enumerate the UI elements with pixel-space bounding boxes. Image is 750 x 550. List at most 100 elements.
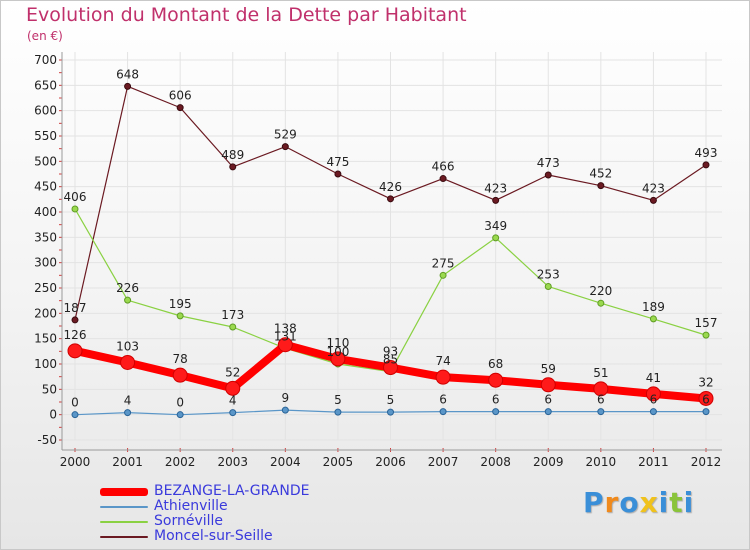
- data-point-bezange: [593, 381, 609, 397]
- data-label-moncel: 493: [695, 146, 718, 160]
- legend-swatch-moncel: [100, 536, 148, 538]
- x-tick-label: 2006: [375, 455, 406, 469]
- data-point-athienville: [334, 408, 342, 416]
- data-label-bezange: 103: [116, 339, 139, 353]
- x-tick-label: 2012: [691, 455, 722, 469]
- data-point-sorneville: [229, 323, 237, 331]
- data-point-bezange: [67, 343, 83, 359]
- y-tick-label: 350: [34, 230, 57, 244]
- legend-swatch-athienville: [100, 506, 148, 508]
- data-point-moncel: [176, 104, 184, 112]
- data-label-sorneville: 349: [484, 219, 507, 233]
- data-label-athienville: 9: [282, 391, 290, 405]
- y-tick-label: 50: [42, 382, 57, 396]
- data-label-athienville: 6: [650, 393, 658, 407]
- data-label-athienville: 6: [544, 393, 552, 407]
- proxiti-logo: Proxiti: [583, 486, 694, 519]
- data-label-moncel: 452: [589, 167, 612, 181]
- x-tick-label: 2011: [638, 455, 669, 469]
- data-label-sorneville: 189: [642, 300, 665, 314]
- data-label-athienville: 5: [334, 393, 342, 407]
- logo-letter: o: [619, 486, 640, 519]
- data-point-sorneville: [124, 296, 132, 304]
- y-tick-label: -50: [37, 433, 57, 447]
- data-point-moncel: [387, 195, 394, 203]
- y-tick-label: 0: [49, 408, 57, 422]
- data-label-bezange: 110: [326, 336, 349, 350]
- data-label-athienville: 6: [492, 393, 500, 407]
- data-point-moncel: [439, 175, 447, 183]
- data-label-bezange: 74: [435, 354, 450, 368]
- data-label-bezange: 78: [173, 352, 188, 366]
- data-point-moncel: [124, 82, 132, 90]
- data-label-bezange: 51: [593, 366, 608, 380]
- data-point-bezange: [540, 377, 556, 393]
- data-point-bezange: [330, 351, 346, 367]
- data-label-bezange: 126: [64, 328, 87, 342]
- data-label-sorneville: 195: [169, 297, 192, 311]
- data-point-sorneville: [71, 205, 79, 213]
- data-label-sorneville: 226: [116, 281, 139, 295]
- y-tick-label: 400: [34, 205, 57, 219]
- data-point-sorneville: [492, 234, 500, 242]
- data-point-athienville: [281, 406, 289, 414]
- data-label-athienville: 5: [387, 393, 395, 407]
- data-labels-layer: 1876486064895294754264664234734524234934…: [64, 67, 718, 409]
- data-point-moncel: [597, 182, 605, 190]
- data-label-athienville: 0: [176, 396, 184, 410]
- data-point-athienville: [229, 409, 237, 417]
- data-point-bezange: [120, 354, 136, 370]
- legend-label-sorneville: Sornéville: [154, 513, 224, 529]
- legend-label-moncel: Moncel-sur-Seille: [154, 528, 273, 544]
- data-label-moncel: 529: [274, 128, 297, 142]
- data-label-bezange: 32: [698, 375, 713, 389]
- x-tick-label: 2000: [60, 455, 91, 469]
- logo-letter: r: [604, 486, 620, 519]
- logo-letter: P: [583, 486, 605, 519]
- x-tick-label: 2003: [217, 455, 248, 469]
- data-label-sorneville: 173: [221, 308, 244, 322]
- data-point-sorneville: [544, 282, 552, 290]
- y-tick-label: 300: [34, 256, 57, 270]
- y-tick-label: 100: [34, 357, 57, 371]
- y-tick-label: 250: [34, 281, 57, 295]
- logo-letter: t: [669, 486, 684, 519]
- data-point-athienville: [439, 408, 447, 416]
- data-label-athienville: 6: [702, 393, 710, 407]
- data-point-athienville: [544, 408, 552, 416]
- data-label-athienville: 6: [439, 393, 447, 407]
- data-label-moncel: 187: [64, 301, 87, 315]
- data-label-sorneville: 157: [695, 316, 718, 330]
- data-label-moncel: 489: [221, 148, 244, 162]
- x-tick-label: 2009: [533, 455, 564, 469]
- x-tick-label: 2001: [112, 455, 143, 469]
- series-layer: [67, 82, 714, 419]
- data-point-sorneville: [439, 271, 447, 279]
- data-label-athienville: 6: [597, 393, 605, 407]
- y-tick-label: 650: [34, 78, 57, 92]
- data-point-athienville: [492, 408, 500, 416]
- data-label-athienville: 4: [229, 394, 237, 408]
- data-point-moncel: [544, 171, 552, 179]
- logo-letter: i: [658, 486, 670, 519]
- y-tick-label: 500: [34, 154, 57, 168]
- chart-subtitle: (en €): [27, 29, 63, 43]
- data-label-moncel: 466: [432, 160, 455, 174]
- data-label-moncel: 423: [484, 181, 507, 195]
- data-point-moncel: [334, 170, 342, 178]
- data-label-moncel: 648: [116, 67, 139, 81]
- logo-letter: x: [639, 486, 659, 519]
- data-point-athienville: [702, 408, 710, 416]
- data-label-sorneville: 275: [432, 256, 455, 270]
- data-point-bezange: [645, 386, 661, 402]
- data-point-athienville: [71, 411, 79, 419]
- legend-label-athienville: Athienville: [154, 498, 228, 514]
- data-label-bezange: 59: [541, 362, 556, 376]
- logo-letter: i: [683, 486, 695, 519]
- data-point-athienville: [597, 408, 605, 416]
- data-label-sorneville: 253: [537, 267, 560, 281]
- data-point-moncel: [649, 196, 657, 204]
- data-label-moncel: 423: [642, 181, 665, 195]
- y-tick-label: 700: [34, 53, 57, 67]
